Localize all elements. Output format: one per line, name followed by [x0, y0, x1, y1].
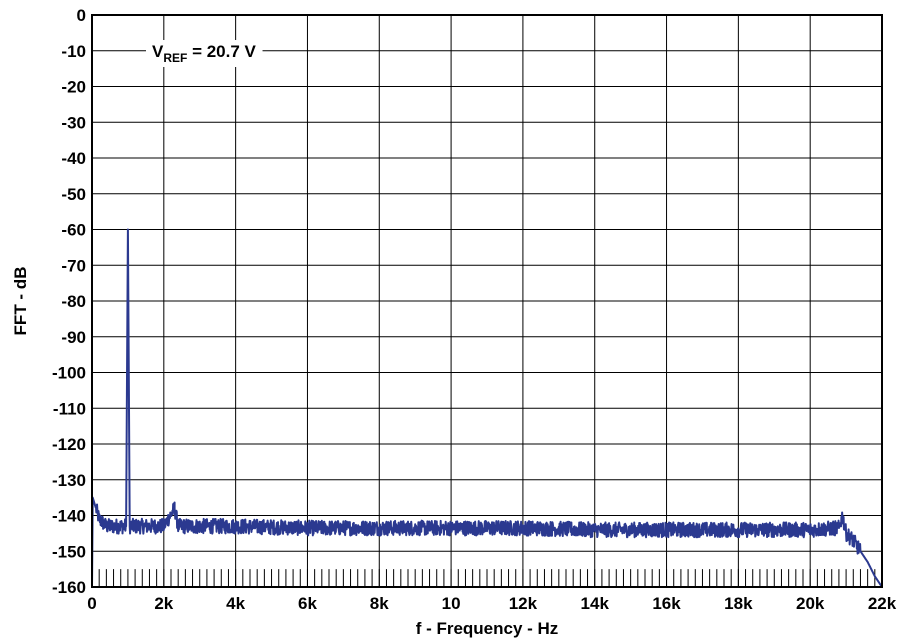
x-tick-label: 22k: [868, 594, 897, 613]
x-tick-label: 14k: [581, 594, 610, 613]
x-tick-label: 4k: [226, 594, 245, 613]
y-tick-label: -80: [61, 292, 86, 311]
series-layer: [91, 228, 883, 588]
annotation-text: VREF = 20.7 V: [152, 42, 257, 65]
x-tick-label: 12k: [509, 594, 538, 613]
y-tick-label: -10: [61, 42, 86, 61]
x-tick-label: 18k: [724, 594, 753, 613]
annotation-subscript: REF: [163, 51, 187, 65]
y-tick-label: -140: [52, 507, 86, 526]
annotation-background: [146, 40, 263, 67]
x-tick-label: 16k: [652, 594, 681, 613]
annotation-value: = 20.7 V: [187, 42, 256, 61]
x-tick-label: 2k: [154, 594, 173, 613]
x-tick-label: 0: [87, 594, 96, 613]
y-tick-label: -60: [61, 221, 86, 240]
y-tick-label: -40: [61, 149, 86, 168]
y-tick-label: -70: [61, 256, 86, 275]
fft-series-line: [91, 228, 883, 588]
y-tick-label: 0: [77, 6, 86, 25]
vref-annotation: VREF = 20.7 V: [146, 40, 263, 67]
plot-frame: [91, 14, 883, 588]
y-axis-label: FFT - dB: [11, 267, 30, 336]
y-tick-label: -90: [61, 328, 86, 347]
y-tick-label: -160: [52, 578, 86, 597]
y-tick-label: -150: [52, 542, 86, 561]
y-tick-label: -100: [52, 364, 86, 383]
y-tick-label: -30: [61, 113, 86, 132]
annotation-main: V: [152, 42, 164, 61]
y-tick-label: -120: [52, 435, 86, 454]
x-tick-label: 8k: [370, 594, 389, 613]
x-tick-label: 6k: [298, 594, 317, 613]
y-tick-label: -130: [52, 471, 86, 490]
x-tick-labels: 0 2k 4k 6k 8k 10 12k 14k 16k 18k 20k 22k: [87, 594, 896, 613]
minor-ticks: [91, 569, 883, 587]
y-tick-labels: 0 -10 -20 -30 -40 -50 -60 -70 -80 -90 -100 -110 -120…: [52, 6, 86, 597]
y-tick-label: -20: [61, 78, 86, 97]
y-tick-label: -110: [53, 399, 86, 418]
x-tick-label: 10: [442, 594, 461, 613]
y-tick-label: -50: [61, 185, 86, 204]
x-axis-label: f - Frequency - Hz: [416, 619, 559, 638]
grid: [91, 14, 883, 588]
x-tick-label: 20k: [796, 594, 825, 613]
